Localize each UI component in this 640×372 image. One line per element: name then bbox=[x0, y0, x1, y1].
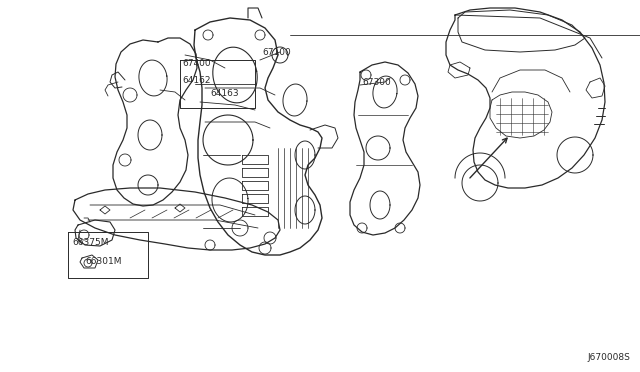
Text: 67100: 67100 bbox=[262, 48, 291, 57]
Text: 64163: 64163 bbox=[210, 89, 239, 97]
Text: J670008S: J670008S bbox=[587, 353, 630, 362]
Text: 67300: 67300 bbox=[362, 77, 391, 87]
Text: 66375M: 66375M bbox=[72, 237, 109, 247]
Text: 67400: 67400 bbox=[182, 58, 211, 67]
Text: 64162: 64162 bbox=[182, 76, 211, 84]
Text: 66301M: 66301M bbox=[85, 257, 122, 266]
